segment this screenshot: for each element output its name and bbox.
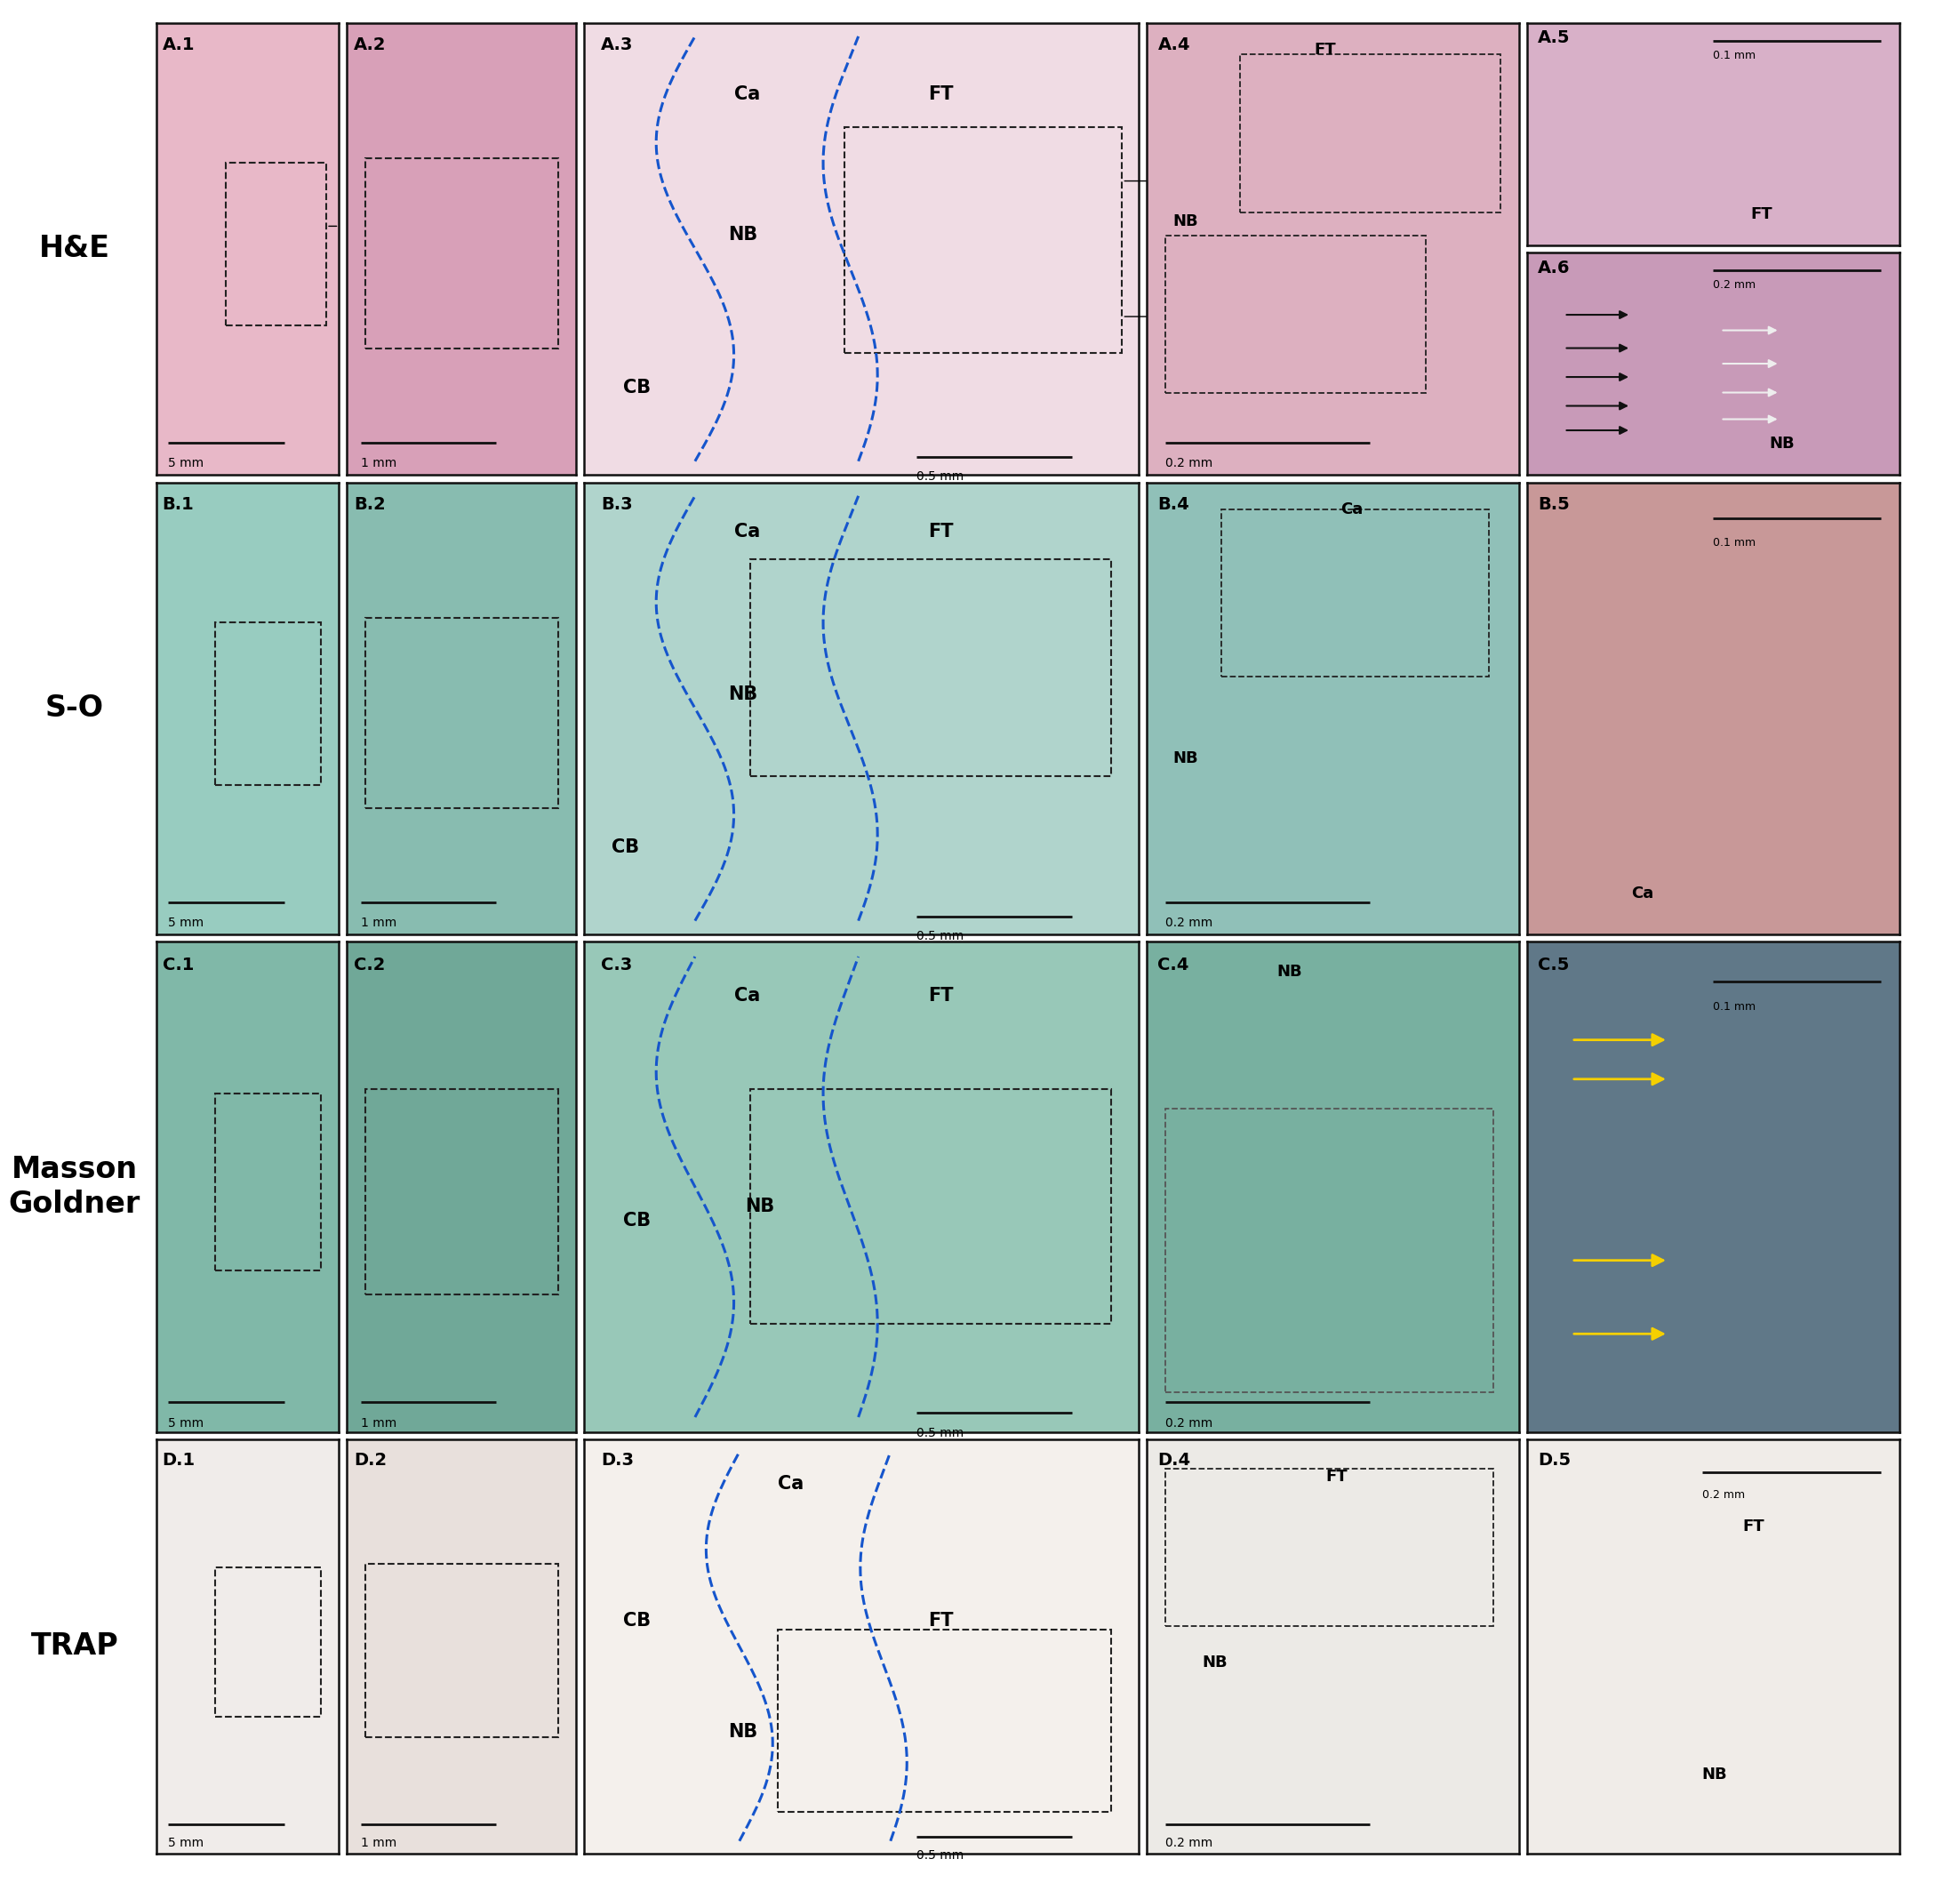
- Text: NB: NB: [1768, 435, 1793, 452]
- Text: Masson
Goldner: Masson Goldner: [8, 1155, 141, 1219]
- Text: C.5: C.5: [1539, 957, 1570, 974]
- Text: 0.1 mm: 0.1 mm: [1713, 1001, 1756, 1012]
- Text: 1 mm: 1 mm: [361, 915, 396, 929]
- Text: NB: NB: [1701, 1766, 1727, 1783]
- Text: 5 mm: 5 mm: [169, 1417, 204, 1430]
- Text: FT: FT: [927, 522, 953, 539]
- Text: D.3: D.3: [600, 1453, 633, 1468]
- Text: 0.2 mm: 0.2 mm: [1164, 1836, 1213, 1850]
- Text: C.4: C.4: [1158, 957, 1190, 974]
- Text: 0.2 mm: 0.2 mm: [1164, 915, 1213, 929]
- Text: Ca: Ca: [1341, 501, 1362, 518]
- Text: D.4: D.4: [1158, 1453, 1192, 1468]
- Text: 5 mm: 5 mm: [169, 915, 204, 929]
- Text: B.2: B.2: [355, 496, 386, 513]
- Text: 5 mm: 5 mm: [169, 456, 204, 469]
- Text: C.3: C.3: [600, 957, 631, 974]
- Text: 0.5 mm: 0.5 mm: [917, 1850, 964, 1861]
- Text: NB: NB: [1203, 1654, 1227, 1671]
- Text: B.1: B.1: [163, 496, 194, 513]
- Text: FT: FT: [1313, 42, 1337, 59]
- Text: A.4: A.4: [1158, 36, 1190, 53]
- Text: 0.2 mm: 0.2 mm: [1713, 279, 1756, 291]
- Text: B.4: B.4: [1158, 496, 1190, 513]
- Text: 0.5 mm: 0.5 mm: [917, 471, 964, 482]
- Text: NB: NB: [729, 686, 759, 703]
- Text: S-O: S-O: [45, 693, 104, 724]
- Text: TRAP: TRAP: [31, 1631, 118, 1662]
- Text: 1 mm: 1 mm: [361, 1417, 396, 1430]
- Text: B.3: B.3: [600, 496, 633, 513]
- Text: FT: FT: [927, 85, 953, 103]
- Text: FT: FT: [1750, 205, 1772, 222]
- Text: 0.2 mm: 0.2 mm: [1164, 1417, 1213, 1430]
- Text: Ca: Ca: [733, 85, 760, 103]
- Text: D.5: D.5: [1539, 1453, 1572, 1468]
- Text: 1 mm: 1 mm: [361, 456, 396, 469]
- Text: H&E: H&E: [39, 234, 110, 264]
- Text: FT: FT: [927, 986, 953, 1005]
- Text: Ca: Ca: [733, 522, 760, 539]
- Text: 5 mm: 5 mm: [169, 1836, 204, 1850]
- Text: CB: CB: [623, 1212, 651, 1231]
- Text: A.3: A.3: [600, 36, 633, 53]
- Text: A.6: A.6: [1539, 260, 1570, 275]
- Text: A.5: A.5: [1539, 30, 1570, 46]
- Text: NB: NB: [729, 226, 759, 243]
- Text: 0.1 mm: 0.1 mm: [1713, 537, 1756, 549]
- Text: 0.2 mm: 0.2 mm: [1164, 456, 1213, 469]
- Text: CB: CB: [623, 380, 651, 397]
- Text: 0.5 mm: 0.5 mm: [917, 1426, 964, 1439]
- Text: 1 mm: 1 mm: [361, 1836, 396, 1850]
- Text: 0.1 mm: 0.1 mm: [1713, 49, 1756, 61]
- Text: A.2: A.2: [355, 36, 386, 53]
- Text: A.1: A.1: [163, 36, 194, 53]
- Text: FT: FT: [1742, 1517, 1764, 1534]
- Text: D.1: D.1: [163, 1453, 196, 1468]
- Text: B.5: B.5: [1539, 496, 1570, 513]
- Text: CB: CB: [623, 1612, 651, 1629]
- Text: NB: NB: [729, 1722, 759, 1741]
- Text: NB: NB: [1172, 750, 1198, 765]
- Text: D.2: D.2: [355, 1453, 386, 1468]
- Text: C.1: C.1: [163, 957, 194, 974]
- Text: NB: NB: [1172, 215, 1198, 230]
- Text: FT: FT: [927, 1612, 953, 1629]
- Text: NB: NB: [1278, 965, 1301, 980]
- Text: Ca: Ca: [778, 1476, 804, 1493]
- Text: Ca: Ca: [1631, 885, 1654, 902]
- Text: 0.2 mm: 0.2 mm: [1701, 1489, 1744, 1500]
- Text: CB: CB: [612, 839, 639, 856]
- Text: C.2: C.2: [355, 957, 386, 974]
- Text: NB: NB: [745, 1196, 774, 1215]
- Text: Ca: Ca: [733, 986, 760, 1005]
- Text: 0.5 mm: 0.5 mm: [917, 931, 964, 942]
- Text: FT: FT: [1325, 1468, 1347, 1485]
